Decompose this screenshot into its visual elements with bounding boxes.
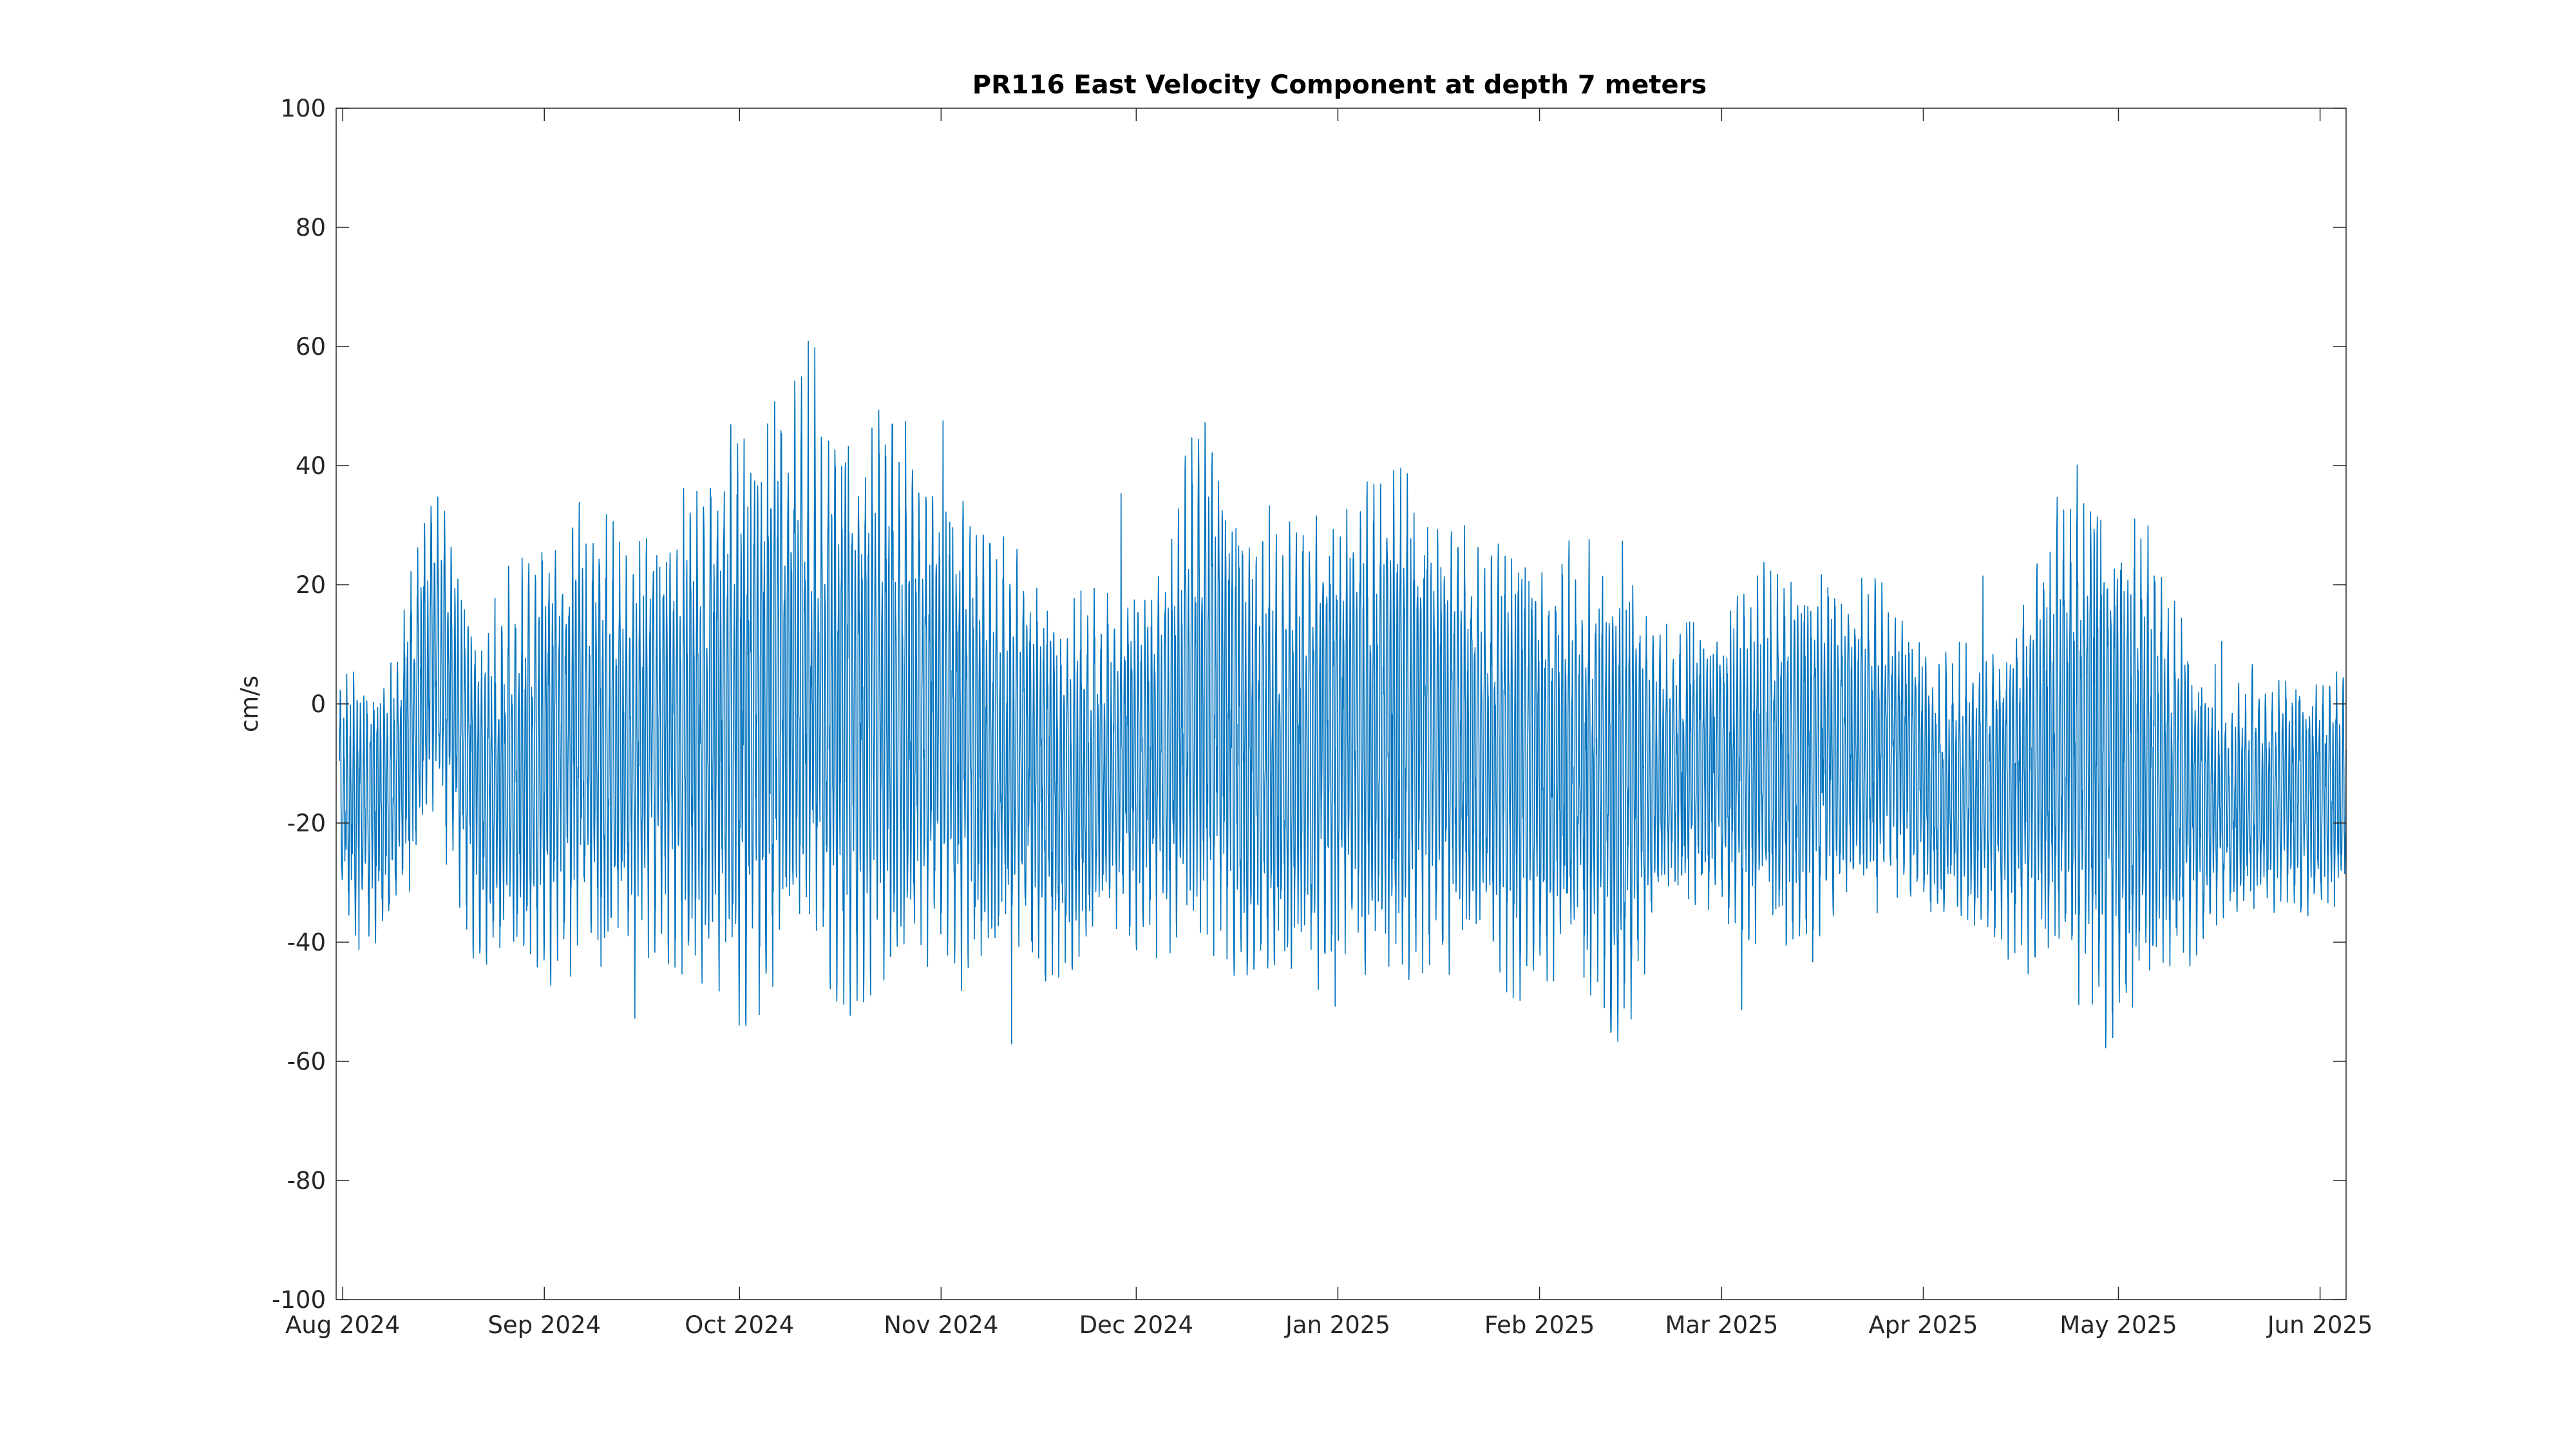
y-tick-label: 20 — [296, 571, 326, 599]
x-tick-label: Sep 2024 — [488, 1311, 601, 1339]
x-tick-label: Jun 2025 — [2266, 1311, 2373, 1339]
chart-title: PR116 East Velocity Component at depth 7… — [972, 70, 1707, 100]
x-tick-label: Feb 2025 — [1484, 1311, 1595, 1339]
y-axis: -100 -80 -60 -40 -20 0 20 40 60 80 100 — [272, 95, 2346, 1314]
y-tick-label: -80 — [287, 1167, 326, 1195]
x-tick-label: Nov 2024 — [884, 1311, 998, 1339]
y-tick-label: 40 — [296, 452, 326, 480]
y-tick-label: -100 — [272, 1286, 326, 1314]
y-tick-label: -20 — [287, 810, 326, 837]
x-tick-label: Aug 2024 — [285, 1311, 400, 1339]
y-tick-label: -40 — [287, 929, 326, 956]
series-line — [339, 341, 2347, 1048]
y-tick-label: -60 — [287, 1048, 326, 1075]
plot-area: -100 -80 -60 -40 -20 0 20 40 60 80 100 Aug 2024 Sep… — [272, 95, 2372, 1339]
x-tick-label: Mar 2025 — [1665, 1311, 1779, 1339]
x-tick-label: Apr 2025 — [1869, 1311, 1978, 1339]
x-axis: Aug 2024 Sep 2024 Oct 2024 Nov 2024 Dec 2024… — [285, 108, 2372, 1339]
y-tick-label: 100 — [280, 95, 326, 122]
series-layer — [339, 341, 2347, 1048]
y-tick-label: 0 — [310, 690, 326, 718]
x-tick-label: May 2025 — [2060, 1311, 2177, 1339]
x-tick-label: Dec 2024 — [1079, 1311, 1194, 1339]
x-tick-label: Jan 2025 — [1284, 1311, 1390, 1339]
y-tick-label: 60 — [296, 333, 326, 361]
y-axis-label: cm/s — [236, 676, 263, 732]
y-tick-label: 80 — [296, 214, 326, 242]
x-tick-label: Oct 2024 — [685, 1311, 794, 1339]
